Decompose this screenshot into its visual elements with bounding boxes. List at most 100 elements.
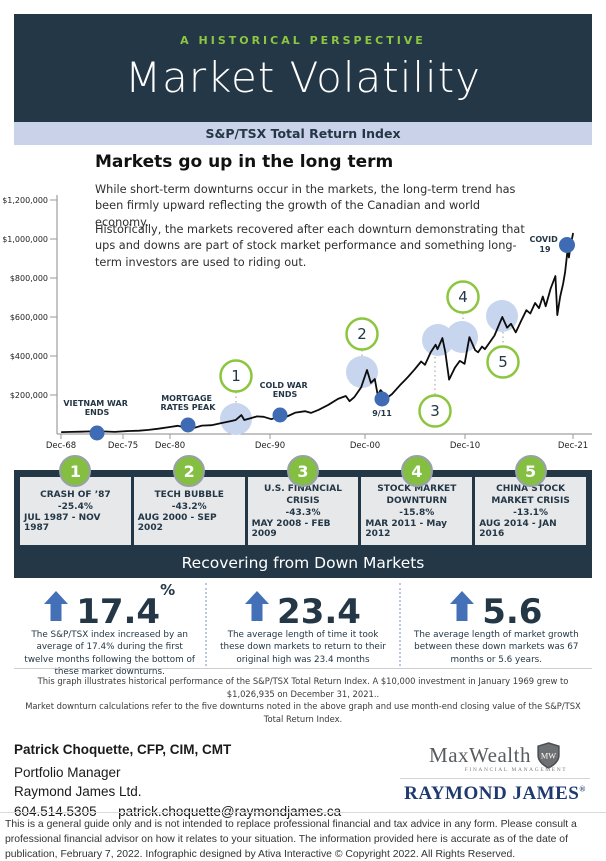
up-arrow-icon bbox=[450, 591, 475, 621]
legal-divider bbox=[0, 812, 606, 813]
circle-connectors bbox=[235, 313, 504, 404]
downturn-box-2: 2 TECH BUBBLE -43.2% AUG 2000 - SEP 2002 bbox=[133, 455, 245, 545]
downturn-percent: -25.4% bbox=[57, 502, 93, 513]
downturn-number-badge: 5 bbox=[514, 455, 547, 487]
downturn-box-4: 4 STOCK MARKET DOWNTURN -15.8% MAR 2011 … bbox=[361, 455, 473, 545]
maxwealth-shield-icon: MW bbox=[537, 742, 560, 769]
raymond-james-logo: RAYMOND JAMES® bbox=[400, 778, 590, 805]
legal-disclaimer: This is a general guide only and is not … bbox=[5, 819, 577, 860]
svg-text:$1,000,000: $1,000,000 bbox=[2, 235, 48, 244]
header-banner: A HISTORICAL PERSPECTIVE Market Volatili… bbox=[14, 14, 592, 122]
svg-text:$400,000: $400,000 bbox=[10, 352, 48, 361]
section-heading: Markets go up in the long term bbox=[95, 152, 394, 172]
chart-annotations: VIETNAM WAR ENDS MORTGAGE RATES PEAK COL… bbox=[63, 235, 560, 418]
downturn-title: STOCK MARKET DOWNTURN bbox=[377, 483, 457, 506]
advisor-email-link[interactable]: patrick.choquette@raymondjames.ca bbox=[118, 803, 342, 819]
maxwealth-logo: MaxWealth bbox=[429, 743, 531, 767]
up-arrow-icon bbox=[44, 591, 69, 621]
vietnam-marker bbox=[89, 425, 105, 441]
downturn-title: U.S. FINANCIAL CRISIS bbox=[264, 483, 342, 506]
downturn-percent: -15.8% bbox=[399, 508, 435, 519]
svg-text:Dec-75: Dec-75 bbox=[108, 441, 138, 451]
brand-logos: MaxWealth MW FINANCIAL MANAGEMENT RAYMON… bbox=[400, 742, 590, 805]
intro-paragraph-1: While short-term downturns occur in the … bbox=[95, 183, 516, 229]
stat-return: 17.4% The S&P/TSX index increased by an … bbox=[14, 580, 205, 677]
downturn-box-1: 1 CRASH OF ’87 -25.4% JUL 1987 - NOV 198… bbox=[20, 455, 131, 545]
svg-text:Dec-21: Dec-21 bbox=[558, 441, 588, 451]
stat-value: 17.4% bbox=[76, 580, 176, 632]
chart-circle-1: 1 bbox=[231, 367, 241, 385]
graph-note: This graph illustrates historical perfor… bbox=[20, 675, 586, 725]
advisor-role: Portfolio Manager bbox=[14, 764, 121, 780]
svg-text:Dec-90: Dec-90 bbox=[255, 441, 285, 451]
svg-text:MW: MW bbox=[541, 752, 556, 761]
index-curve bbox=[60, 232, 574, 434]
x-axis-labels: Dec-68 Dec-75 Dec-80 Dec-90 Dec-00 Dec-1… bbox=[46, 441, 588, 451]
y-axis-labels: $1,200,000 $1,000,000 $800,000 $600,000 … bbox=[2, 196, 48, 400]
intro-paragraph-2: Historically, the markets recovered afte… bbox=[95, 223, 525, 269]
svg-text:$1,200,000: $1,200,000 bbox=[2, 196, 48, 205]
downturn-number-badge: 3 bbox=[286, 455, 319, 487]
graph-note-line-1: This graph illustrates historical perfor… bbox=[37, 676, 569, 699]
header-eyebrow: A HISTORICAL PERSPECTIVE bbox=[180, 34, 426, 47]
downturn-title: TECH BUBBLE bbox=[154, 489, 224, 500]
stat-recovery-time: 23.4 The average length of time it took … bbox=[205, 583, 398, 666]
advisor-phone: 604.514.5305 bbox=[14, 803, 97, 819]
downturn-percent: -43.2% bbox=[171, 502, 207, 513]
downturn-boxes: 1 CRASH OF ’87 -25.4% JUL 1987 - NOV 198… bbox=[20, 455, 586, 545]
mortgage-marker bbox=[180, 417, 196, 433]
downturn-dates: MAR 2011 - May 2012 bbox=[365, 519, 448, 540]
nine11-label: 9/11 bbox=[372, 409, 392, 418]
note-divider bbox=[14, 668, 592, 669]
coldwar-label: COLD WAR ENDS bbox=[260, 381, 311, 399]
covid-marker bbox=[559, 237, 575, 253]
advisor-contact-line: 604.514.5305 patrick.choquette@raymondja… bbox=[14, 802, 341, 822]
y-axis-ticks bbox=[50, 199, 57, 396]
downturn-number-badge: 1 bbox=[59, 455, 92, 487]
downturn-percent: -43.3% bbox=[285, 508, 321, 519]
downturn-dates: MAY 2008 - FEB 2009 bbox=[251, 519, 331, 540]
stat-description: The average length of time it took these… bbox=[220, 630, 386, 665]
maxwealth-tagline: FINANCIAL MANAGEMENT bbox=[464, 767, 568, 773]
index-subtitle-bar: S&P/TSX Total Return Index bbox=[14, 122, 592, 145]
stat-description: The S&P/TSX index increased by an averag… bbox=[24, 630, 195, 677]
recovering-title: Recovering from Down Markets bbox=[181, 554, 425, 572]
up-arrow-icon bbox=[245, 591, 270, 621]
downturn-title: CRASH OF ’87 bbox=[40, 489, 111, 500]
svg-text:$800,000: $800,000 bbox=[10, 274, 48, 283]
downturn-dates: AUG 2014 - JAN 2016 bbox=[479, 519, 557, 540]
index-line-chart: $1,200,000 $1,000,000 $800,000 $600,000 … bbox=[2, 195, 592, 451]
mortgage-label: MORTGAGE RATES PEAK bbox=[161, 394, 217, 412]
advisor-name: Patrick Choquette, CFP, CIM, CMT bbox=[14, 742, 232, 757]
downturn-number-circles: 1 2 3 4 5 bbox=[219, 280, 520, 428]
stat-growth-length: 5.6 The average length of market growth … bbox=[398, 583, 592, 666]
chart-circle-5: 5 bbox=[498, 353, 508, 371]
downturn-number-badge: 4 bbox=[400, 455, 433, 487]
coldwar-marker bbox=[272, 407, 288, 423]
recovery-stats: 17.4% The S&P/TSX index increased by an … bbox=[14, 580, 592, 677]
chart-circle-2: 2 bbox=[357, 325, 367, 343]
svg-text:Dec-00: Dec-00 bbox=[350, 441, 380, 451]
stat-description: The average length of market growth betw… bbox=[413, 630, 579, 665]
downturn-title: CHINA STOCK MARKET CRISIS bbox=[491, 483, 570, 506]
chart-circle-3: 3 bbox=[430, 402, 440, 420]
svg-text:Dec-80: Dec-80 bbox=[155, 441, 185, 451]
nine11-marker bbox=[374, 391, 390, 407]
vietnam-label: VIETNAM WAR ENDS bbox=[63, 399, 130, 417]
chart-circle-4: 4 bbox=[458, 288, 468, 306]
event-markers bbox=[89, 237, 575, 441]
graph-note-line-2: Market downturn calculations refer to th… bbox=[25, 701, 581, 724]
downturn-dates: AUG 2000 - SEP 2002 bbox=[137, 513, 217, 534]
downturn-number-badge: 2 bbox=[173, 455, 206, 487]
svg-text:Dec-68: Dec-68 bbox=[46, 441, 76, 451]
page-title: Market Volatility bbox=[124, 53, 482, 102]
x-axis-ticks bbox=[60, 434, 574, 439]
svg-text:$200,000: $200,000 bbox=[10, 391, 48, 400]
downturn-percent: -13.1% bbox=[513, 508, 549, 519]
stat-value: 5.6 bbox=[482, 591, 543, 632]
index-subtitle: S&P/TSX Total Return Index bbox=[205, 126, 401, 141]
svg-text:$600,000: $600,000 bbox=[10, 313, 48, 322]
advisor-contact-block: Patrick Choquette, CFP, CIM, CMT Portfol… bbox=[14, 740, 341, 821]
covid-label: COVID 19 bbox=[529, 235, 560, 254]
